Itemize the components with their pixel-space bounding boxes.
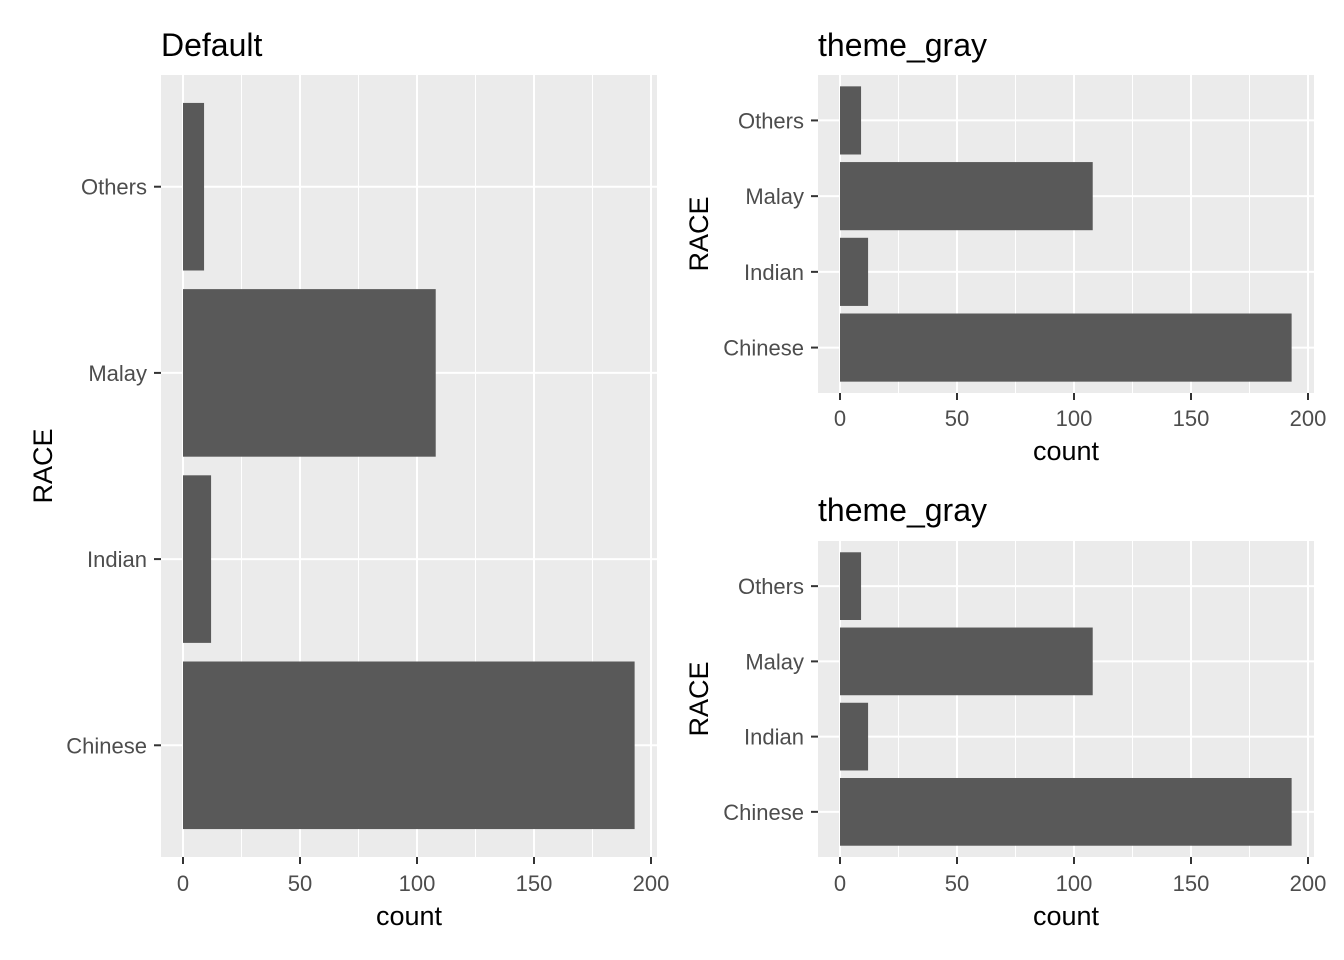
bar-others bbox=[183, 102, 205, 271]
x-tick-label-150: 150 bbox=[1173, 406, 1210, 431]
bar-indian bbox=[840, 237, 869, 306]
y-tick-label-chinese: Chinese bbox=[723, 800, 804, 825]
x-axis-title: count bbox=[1033, 436, 1100, 466]
x-axis-title: count bbox=[1033, 901, 1100, 931]
bar-malay bbox=[183, 289, 436, 457]
bar-chinese bbox=[183, 661, 635, 830]
y-tick-label-chinese: Chinese bbox=[66, 733, 147, 758]
y-axis-title: RACE bbox=[684, 196, 714, 271]
y-tick-label-others: Others bbox=[738, 108, 804, 133]
chart-panel-theme-gray-top: Chinese Indian Malay Others 0 50 100 150 200 coun… bbox=[684, 27, 1326, 466]
y-tick-label-indian: Indian bbox=[87, 547, 147, 572]
bar-indian bbox=[183, 475, 212, 643]
bar-malay bbox=[840, 162, 1093, 231]
x-tick-label-0: 0 bbox=[834, 406, 846, 431]
y-tick-label-chinese: Chinese bbox=[723, 336, 804, 361]
chart-panel-default: Chinese Indian Malay Others 0 50 100 150 200 coun… bbox=[28, 27, 669, 931]
x-tick-label-0: 0 bbox=[177, 871, 189, 896]
x-tick-label-50: 50 bbox=[945, 871, 969, 896]
x-tick-label-200: 200 bbox=[1290, 871, 1327, 896]
bar-malay bbox=[840, 627, 1093, 696]
x-tick-label-150: 150 bbox=[1173, 871, 1210, 896]
x-tick-label-50: 50 bbox=[288, 871, 312, 896]
y-axis-title: RACE bbox=[684, 661, 714, 736]
y-tick-label-malay: Malay bbox=[745, 649, 804, 674]
y-tick-label-malay: Malay bbox=[88, 361, 147, 386]
bar-others bbox=[840, 552, 862, 620]
y-tick-label-others: Others bbox=[81, 175, 147, 200]
y-tick-label-indian: Indian bbox=[744, 725, 804, 750]
x-tick-label-0: 0 bbox=[834, 871, 846, 896]
x-axis-title: count bbox=[376, 901, 443, 931]
plot-title: theme_gray bbox=[818, 27, 987, 63]
bar-others bbox=[840, 86, 862, 155]
y-axis-title: RACE bbox=[28, 428, 58, 503]
x-tick-label-200: 200 bbox=[633, 871, 670, 896]
x-tick-label-150: 150 bbox=[516, 871, 553, 896]
y-tick-label-indian: Indian bbox=[744, 260, 804, 285]
bar-indian bbox=[840, 702, 869, 771]
y-tick-label-others: Others bbox=[738, 574, 804, 599]
chart-panel-theme-gray-bottom: Chinese Indian Malay Others 0 50 100 150 200 coun… bbox=[684, 492, 1326, 931]
x-tick-label-200: 200 bbox=[1290, 406, 1327, 431]
x-tick-label-100: 100 bbox=[1056, 871, 1093, 896]
x-tick-label-100: 100 bbox=[399, 871, 436, 896]
bar-chinese bbox=[840, 313, 1292, 382]
plot-title: theme_gray bbox=[818, 492, 987, 528]
bar-chinese bbox=[840, 778, 1292, 846]
y-tick-label-malay: Malay bbox=[745, 184, 804, 209]
plot-title: Default bbox=[161, 27, 263, 63]
x-tick-label-50: 50 bbox=[945, 406, 969, 431]
x-tick-label-100: 100 bbox=[1056, 406, 1093, 431]
